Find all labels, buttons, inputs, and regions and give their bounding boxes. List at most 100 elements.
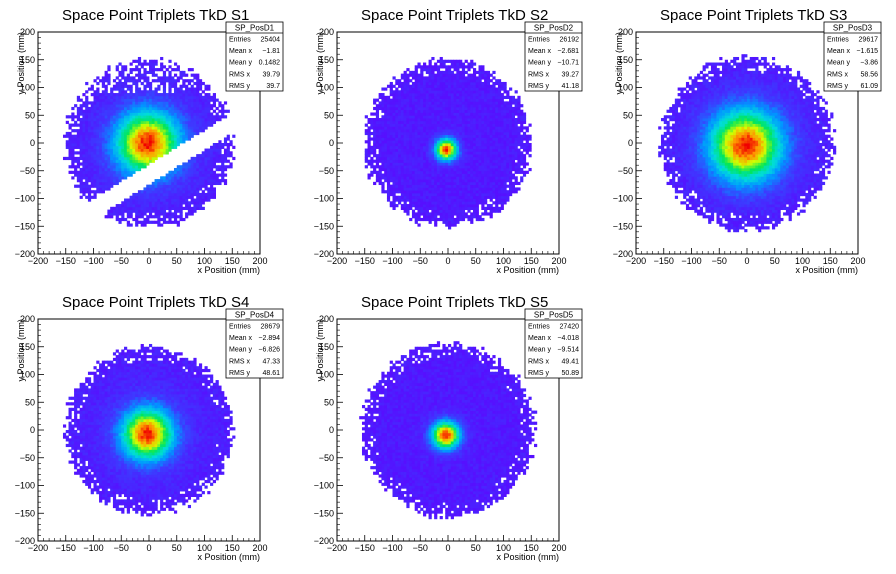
heatmap-cell [467,73,471,77]
heatmap-cell [461,159,466,163]
heatmap-cell [204,118,208,122]
heatmap-cell [484,145,488,149]
heatmap-cell [112,129,117,133]
heatmap-cell [121,206,125,210]
heatmap-cell [475,165,479,169]
heatmap-cell [434,68,438,72]
heatmap-cell [151,106,155,111]
heatmap-cell [87,143,92,147]
heatmap-cell [207,101,211,105]
heatmap-cell [431,109,435,113]
heatmap-cell [215,143,219,147]
heatmap-cell [475,106,479,111]
heatmap-cell [495,93,499,97]
heatmap-cell [486,192,491,197]
heatmap-cell [179,87,183,91]
heatmap-cell [417,123,421,127]
heatmap-cell [99,118,103,122]
heatmap-cell [434,170,438,174]
heatmap-cell [497,106,502,111]
heatmap-cell [101,76,105,80]
heatmap-cell [486,162,491,166]
heatmap-cell [140,162,144,166]
heatmap-cell [104,109,108,113]
heatmap-cell [470,129,474,133]
heatmap-cell [201,123,205,127]
heatmap-cell [414,115,418,119]
heatmap-cell [104,170,108,174]
heatmap-cell [71,143,75,147]
heatmap-cell [381,190,385,194]
heatmap-cell [115,120,119,124]
heatmap-cell [149,131,153,136]
heatmap-cell [146,195,150,199]
heatmap-cell [500,192,504,197]
heatmap-cell [151,95,155,99]
heatmap-cell [417,129,421,133]
heatmap-cell [492,109,496,113]
heatmap-cell [395,118,399,122]
heatmap-cell [154,201,158,205]
heatmap-cell [173,143,178,147]
heatmap-cell [461,201,466,205]
heatmap-cell [425,126,429,130]
heatmap-cell [79,112,83,116]
heatmap-cell [395,181,399,186]
heatmap-cell [434,154,438,158]
heatmap-cell [168,181,172,186]
heatmap-cell [82,173,86,177]
heatmap-cell [82,170,86,174]
histogram-pad-s1: Space Point Triplets TkD S1 −200 −200 −150−… [0,0,298,287]
heatmap-cell [434,79,438,83]
heatmap-cell [82,192,86,197]
heatmap-cell [151,156,155,161]
heatmap-cell [74,120,78,124]
heatmap-cell [129,101,133,105]
heatmap-cell [470,62,474,66]
heatmap-cell [79,162,83,166]
heatmap-cell [484,93,488,97]
heatmap-cell [423,162,427,166]
heatmap-cell [395,190,399,194]
heatmap-cell [104,120,108,124]
heatmap-cell [381,187,385,191]
heatmap-cell [149,184,153,188]
heatmap-cell [431,81,435,86]
heatmap-cell [151,93,155,97]
heatmap-cell [459,59,463,63]
heatmap-cell [472,145,477,149]
heatmap-cell [400,98,404,102]
heatmap-cell [439,56,443,61]
heatmap-cell [442,206,446,210]
heatmap-cell [445,87,449,91]
heatmap-cell [143,126,147,130]
heatmap-cell [110,145,114,149]
heatmap-cell [118,123,122,127]
heatmap-cell [126,73,130,77]
heatmap-cell [93,179,97,183]
heatmap-cell [389,201,393,205]
heatmap-cell [110,126,114,130]
heatmap-cell [90,179,94,183]
heatmap-cell [386,106,391,111]
heatmap-cell [204,148,208,152]
heatmap-cell [140,120,144,124]
heatmap-cell [207,98,211,102]
heatmap-cell [400,123,404,127]
heatmap-cell [509,184,513,188]
heatmap-cell [223,137,228,141]
heatmap-cell [154,215,158,219]
heatmap-cell [223,140,228,144]
heatmap-cell [511,181,515,186]
heatmap-cell [436,190,441,194]
heatmap-cell [149,115,153,119]
heatmap-cell [223,165,228,169]
heatmap-cell [218,173,222,177]
heatmap-cell [400,159,404,163]
heatmap-cell [364,156,368,161]
heatmap-cell [411,95,416,99]
heatmap-cell [425,120,429,124]
heatmap-cell [165,215,169,219]
heatmap-cell [190,190,194,194]
heatmap-cell [503,170,507,174]
